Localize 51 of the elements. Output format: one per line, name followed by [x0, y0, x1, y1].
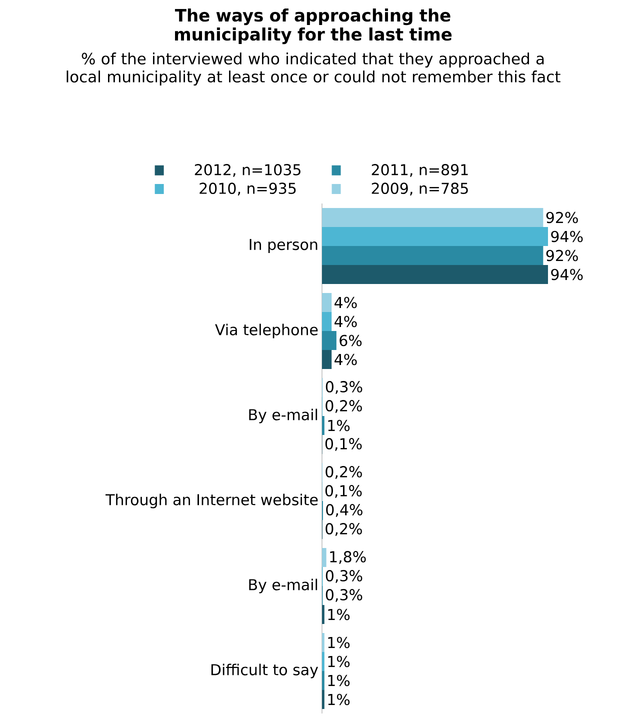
data-label: 0,3%	[326, 570, 362, 583]
bar	[322, 265, 548, 284]
data-label: 0,2%	[326, 523, 362, 536]
data-label: 0,3%	[326, 381, 362, 394]
data-label: 1,8%	[330, 551, 366, 564]
bar	[322, 208, 544, 228]
bar	[322, 350, 332, 369]
data-label: 0,3%	[326, 589, 362, 602]
data-label: 1%	[328, 674, 350, 686]
data-label: 92%	[546, 212, 578, 224]
data-label: 1%	[328, 656, 350, 668]
y-tick-label: Via telephone	[215, 324, 318, 338]
y-tick-label: By e-mail	[249, 578, 318, 594]
data-label: 1%	[328, 608, 350, 620]
bar	[322, 312, 332, 331]
data-label: 0,2%	[326, 466, 362, 479]
bar	[322, 416, 324, 435]
y-tick-label: By e-mail	[249, 408, 318, 424]
chart-title: The ways of approaching the municipality for the last time	[174, 8, 452, 44]
data-label: 1%	[328, 636, 350, 648]
data-label: 92%	[546, 250, 578, 262]
bar	[322, 293, 332, 312]
y-tick-label: Through an Internet website	[106, 494, 318, 508]
y-tick-label: Difficult to say	[211, 664, 318, 678]
bar	[322, 246, 544, 265]
data-label: 0,1%	[325, 438, 362, 451]
data-label: 4%	[334, 354, 357, 366]
legend-label: 2012, n=1035	[194, 164, 300, 177]
legend-label: 2011, n=891	[372, 164, 468, 177]
bar	[322, 690, 324, 709]
data-label: 0,4%	[326, 504, 362, 517]
bar	[322, 670, 324, 690]
y-tick-label: In person	[250, 238, 318, 254]
bar	[322, 652, 324, 671]
data-label: 4%	[334, 316, 357, 328]
data-label: 0,1%	[325, 485, 362, 498]
data-label: 4%	[334, 296, 357, 308]
data-label: 6%	[340, 334, 362, 346]
bar	[322, 227, 548, 246]
legend-label: 2010, n=935	[200, 182, 296, 196]
chart-subtitle: % of the interviewed who indicated that they approached a local municipality at least once or could not remember this fact	[66, 52, 560, 86]
data-label: 1%	[328, 694, 350, 706]
bar	[322, 548, 326, 567]
legend-label: 2009, n=785	[372, 182, 468, 196]
data-label: 1%	[328, 420, 350, 432]
data-label: 94%	[551, 230, 583, 242]
bar	[322, 331, 336, 350]
bar	[322, 604, 324, 624]
data-label: 0,2%	[326, 400, 362, 413]
bar	[322, 632, 324, 652]
data-label: 94%	[551, 268, 583, 280]
